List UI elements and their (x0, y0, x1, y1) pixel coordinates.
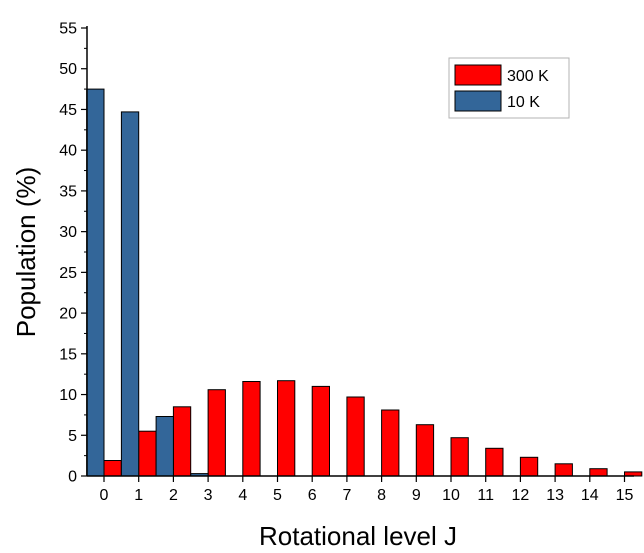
bar-300k-j3 (207, 389, 226, 477)
x-tick-label: 10 (442, 487, 460, 504)
x-tick-label: 11 (477, 487, 494, 504)
x-tick-label: 8 (377, 487, 386, 504)
x-tick-label: 7 (342, 487, 351, 504)
y-tick-label: 55 (59, 21, 77, 38)
bar-300k-j2 (172, 406, 192, 477)
bar-300k-j8 (381, 409, 400, 477)
bar-10k-j2 (155, 416, 174, 477)
bar-300k-j13 (554, 463, 573, 477)
y-tick-label: 15 (59, 346, 77, 363)
x-tick-label: 0 (100, 487, 109, 504)
axes-group (86, 26, 634, 477)
bar-300k-j14 (589, 468, 608, 477)
y-tick-label: 25 (59, 265, 77, 282)
x-tick-label: 5 (273, 487, 282, 504)
bar-300k-j1 (138, 430, 157, 477)
y-axis-title: Population (%) (11, 167, 41, 338)
x-tick-label: 12 (512, 487, 530, 504)
legend: 300 K 10 K (448, 57, 570, 119)
y-tick-label: 45 (59, 102, 77, 119)
x-tick-label: 3 (204, 487, 213, 504)
legend-label-10k: 10 K (507, 94, 540, 111)
y-tick-label: 0 (68, 469, 77, 486)
bar-300k-j7 (346, 396, 365, 477)
bar-300k-j11 (485, 447, 504, 477)
x-tick-label: 9 (412, 487, 421, 504)
x-axis-title: Rotational level J (259, 521, 457, 551)
x-tick-label: 15 (616, 487, 634, 504)
y-tick-label: 50 (59, 61, 77, 78)
x-tick-label: 13 (546, 487, 564, 504)
bar-300k-j9 (415, 424, 435, 477)
bar-10k-j0 (86, 88, 105, 477)
bar-300k-j12 (519, 456, 539, 477)
x-tick-label: 14 (581, 487, 599, 504)
bars-group (86, 88, 643, 477)
x-tick-label: 2 (169, 487, 178, 504)
x-tick-label: 6 (308, 487, 317, 504)
legend-label-300k: 300 K (507, 68, 549, 85)
y-tick-label: 30 (59, 224, 77, 241)
bar-300k-j0 (103, 460, 122, 477)
y-tick-label: 35 (59, 183, 77, 200)
y-tick-label: 5 (68, 428, 77, 445)
y-tick-label: 10 (59, 387, 77, 404)
x-ticks-group: 0 1 2 3 4 5 6 7 8 9 10 11 12 13 14 15 (100, 476, 634, 504)
legend-swatch-300k (454, 64, 502, 86)
bar-300k-j10 (450, 437, 469, 477)
bar-300k-j4 (242, 381, 261, 477)
bar-300k-j5 (277, 380, 296, 477)
y-ticks-group: 0 5 10 15 20 25 30 35 40 45 50 55 (59, 21, 87, 486)
y-tick-label: 20 (59, 306, 77, 323)
y-tick-label: 40 (59, 143, 77, 160)
bar-300k-j6 (311, 385, 331, 477)
x-tick-label: 4 (238, 487, 247, 504)
bar-10k-j1 (120, 111, 140, 477)
legend-swatch-10k (454, 90, 502, 112)
x-tick-label: 1 (134, 487, 143, 504)
